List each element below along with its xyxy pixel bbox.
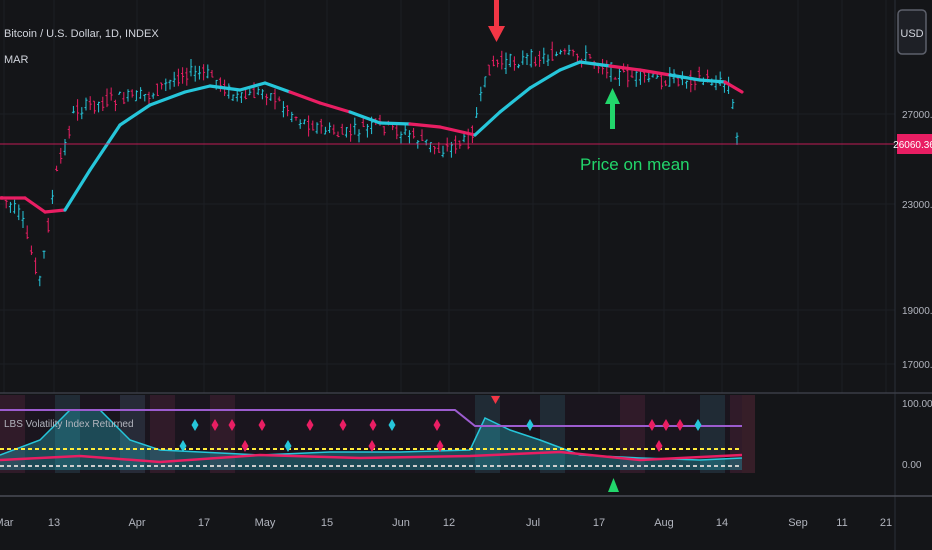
currency-label: USD	[900, 28, 923, 40]
indicator-pane	[0, 395, 755, 492]
signal-diamond	[433, 419, 441, 431]
ma-segment	[208, 84, 242, 92]
ma-segment	[608, 64, 642, 72]
ma-segment	[43, 208, 67, 214]
indicator-label: MAR	[4, 54, 29, 66]
ma-segment	[473, 110, 502, 137]
time-tick-label: 17	[198, 517, 210, 529]
ma-segment	[318, 101, 352, 114]
signal-diamond	[179, 440, 187, 452]
price-tick-label: 19000.00	[902, 306, 932, 317]
ma-segment	[263, 81, 292, 94]
down-triangle-icon	[491, 396, 500, 404]
ma-segment	[498, 86, 532, 114]
time-tick-label: 14	[716, 517, 728, 529]
signal-diamond	[388, 419, 396, 431]
ma-segment	[528, 68, 562, 90]
currency-button[interactable]: USD	[897, 9, 927, 55]
time-tick-label: Jun	[392, 517, 410, 529]
grid	[0, 0, 895, 393]
indicator-title: LBS Volatility Index Returned	[4, 419, 134, 430]
signal-diamond	[436, 440, 444, 452]
ma-segment	[438, 125, 477, 137]
up-triangle-icon	[608, 478, 619, 492]
time-axis-ticks: Mar 13 Apr 17 May 15 Jun 12 Jul 17 Aug 14 Sep 11 21	[0, 517, 892, 529]
ma-segment	[578, 60, 612, 68]
down-arrow-icon	[488, 0, 505, 42]
ma-segment	[558, 60, 582, 72]
signal-diamond	[368, 440, 376, 452]
ma-segment	[63, 168, 92, 212]
time-tick-label: 17	[593, 517, 605, 529]
time-tick-label: 15	[321, 517, 333, 529]
signal-diamond	[526, 419, 534, 431]
signal-diamond	[258, 419, 266, 431]
time-tick-label: 11	[836, 517, 847, 529]
signal-diamond	[191, 419, 199, 431]
price-tag-text: 26060.36	[893, 140, 932, 151]
signal-diamond	[655, 440, 663, 452]
ma-segment	[408, 122, 442, 129]
up-arrow-icon	[605, 88, 620, 129]
ma-segment	[348, 110, 382, 125]
signal-diamond	[662, 419, 670, 431]
time-tick-label: 13	[48, 517, 60, 529]
signal-line	[0, 450, 743, 464]
ma-segment	[668, 73, 702, 82]
signal-diamond	[339, 419, 347, 431]
time-tick-label: Jul	[526, 517, 540, 529]
ma-segment	[638, 68, 672, 77]
time-tick-label: Sep	[788, 517, 808, 529]
signal-diamond	[306, 419, 314, 431]
upper-band	[0, 409, 742, 427]
ma-segment	[238, 81, 267, 92]
moving-average-line	[0, 60, 744, 214]
ma-segment	[723, 80, 744, 94]
signal-diamond	[228, 419, 236, 431]
price-axis-ticks: 27000.00 23000.00 19000.00 17000.00 100.00 0.…	[902, 110, 932, 471]
price-tick-label: 23000.00	[902, 200, 932, 211]
time-tick-label: Apr	[128, 517, 145, 529]
signal-diamond	[648, 419, 656, 431]
symbol-title: Bitcoin / U.S. Dollar, 1D, INDEX	[4, 28, 159, 40]
price-tag: 26060.36	[893, 134, 932, 154]
time-tick-label: 12	[443, 517, 455, 529]
ma-segment	[23, 196, 47, 214]
price-tick-label: 17000.00	[902, 360, 932, 371]
volatility-area	[0, 410, 742, 470]
indicator-tick-label: 100.00	[902, 399, 932, 410]
annotation-text: Price on mean	[580, 155, 690, 174]
price-tick-label: 27000.00	[902, 110, 932, 121]
ma-segment	[148, 90, 187, 107]
ma-segment	[88, 123, 122, 172]
signal-diamond	[284, 440, 292, 452]
ma-segment	[118, 103, 152, 127]
signal-diamond	[369, 419, 377, 431]
time-tick-label: May	[255, 517, 276, 529]
ma-segment	[378, 121, 412, 126]
time-tick-label: Mar	[0, 517, 14, 529]
ma-segment	[698, 78, 727, 84]
signal-diamond	[676, 419, 684, 431]
signal-diamond	[241, 440, 249, 452]
ma-segment	[288, 90, 322, 105]
signal-diamond	[694, 419, 702, 431]
time-tick-label: 21	[880, 517, 892, 529]
ma-segment	[183, 84, 212, 94]
time-tick-label: Aug	[654, 517, 674, 529]
indicator-tick-label: 0.00	[902, 460, 922, 471]
signal-diamond	[211, 419, 219, 431]
